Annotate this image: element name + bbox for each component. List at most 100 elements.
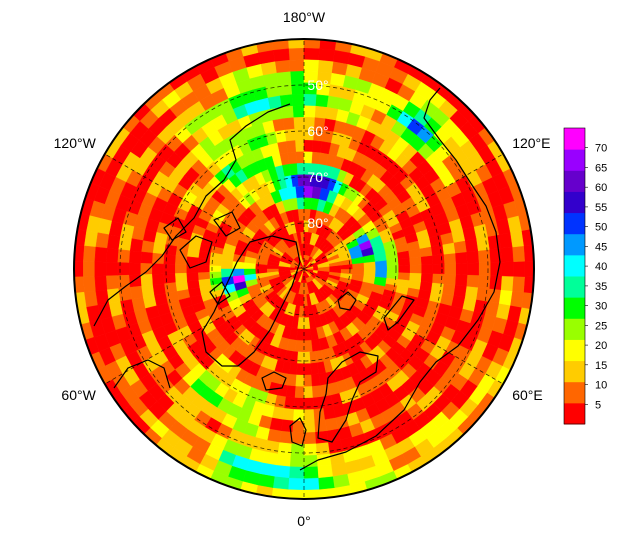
longitude-label: 180°W	[283, 9, 326, 25]
data-cell	[311, 151, 321, 165]
coastline-svalbard	[337, 291, 357, 311]
data-cell	[117, 274, 131, 289]
data-cell	[319, 39, 339, 40]
data-cell	[291, 93, 305, 107]
data-cell	[303, 408, 315, 422]
data-cell	[293, 397, 305, 410]
data-cell	[282, 117, 295, 131]
data-cell	[117, 262, 130, 276]
colorbar-tick-label: 10	[595, 380, 607, 392]
colorbar-bands	[564, 128, 585, 425]
data-cell	[303, 151, 313, 164]
colorbar-tick-label: 40	[595, 261, 607, 273]
colorbar: 5 10 15 20 25 30 35 40 45 50 55 60 65 70	[563, 127, 607, 425]
data-cell	[509, 230, 524, 248]
colorbar-band	[564, 149, 585, 171]
data-cell	[287, 25, 304, 37]
data-cell	[284, 396, 296, 410]
data-cell	[243, 262, 257, 270]
data-cell	[141, 284, 155, 298]
data-cell	[475, 236, 490, 251]
data-cell	[220, 260, 234, 270]
data-cell	[303, 351, 311, 364]
data-cell	[60, 261, 72, 278]
data-cell	[336, 39, 355, 43]
data-cell	[163, 273, 177, 284]
data-cell	[83, 276, 97, 293]
data-cell	[454, 251, 468, 264]
data-cell	[420, 255, 433, 266]
data-cell	[303, 477, 320, 491]
data-cell	[272, 405, 285, 420]
colorbar-band	[564, 402, 585, 425]
data-cell	[303, 59, 319, 72]
data-cell	[303, 185, 313, 199]
data-cell	[94, 275, 108, 292]
latitude-labels: 50° 60° 70° 80°	[307, 77, 328, 231]
coastline-greenland	[201, 235, 301, 367]
colorbar-band	[564, 254, 585, 277]
data-cell	[454, 274, 468, 287]
data-cell	[466, 250, 479, 264]
data-cell	[289, 362, 298, 375]
data-cell	[140, 251, 154, 264]
data-cell	[209, 258, 222, 267]
data-cell	[94, 261, 107, 277]
data-cell	[84, 230, 99, 248]
data-cell	[315, 430, 329, 444]
data-cell	[317, 59, 334, 74]
data-cell	[303, 431, 317, 445]
data-cell	[295, 185, 305, 199]
data-cell	[352, 492, 372, 499]
colorbar-band	[564, 318, 585, 340]
data-cell	[304, 501, 321, 513]
data-cell	[466, 274, 479, 288]
latitude-label: 80°	[307, 215, 328, 231]
data-cell	[253, 39, 272, 43]
data-cell	[487, 234, 501, 250]
data-cell	[444, 263, 456, 275]
data-cell	[94, 246, 108, 263]
data-cell	[175, 272, 188, 283]
data-cell	[532, 226, 534, 245]
colorbar-band	[564, 233, 585, 256]
coastline-novaya-zemlya	[383, 295, 415, 331]
data-cell	[455, 263, 468, 275]
colorbar-tick-label: 70	[595, 143, 607, 155]
data-cell	[273, 48, 290, 62]
data-cell	[287, 501, 304, 513]
data-cell	[129, 262, 142, 276]
map-border	[73, 38, 535, 500]
data-cell	[209, 265, 222, 273]
latitude-circle	[165, 130, 443, 408]
data-cell	[296, 162, 305, 176]
data-cell	[303, 374, 313, 387]
colorbar-tick-label: 35	[595, 281, 607, 293]
data-cell	[285, 384, 297, 398]
meridian-line	[104, 153, 305, 270]
data-cell	[288, 477, 305, 491]
data-cell	[297, 174, 305, 187]
data-cell	[408, 256, 422, 266]
data-cell	[303, 139, 314, 153]
data-cell	[129, 250, 142, 264]
data-cell	[267, 428, 282, 443]
data-cell	[274, 464, 291, 479]
colorbar-tick-label: 65	[595, 163, 607, 175]
data-cell	[117, 249, 131, 264]
data-cell	[276, 71, 292, 85]
data-cell	[420, 272, 433, 283]
colorbar-band	[564, 339, 585, 362]
latitude-label: 70°	[307, 169, 328, 185]
data-cell	[352, 39, 372, 46]
colorbar-tick-label: 25	[595, 320, 607, 332]
data-cell	[397, 272, 410, 281]
data-cell	[319, 498, 339, 499]
data-cell	[475, 287, 490, 302]
data-cell	[453, 284, 467, 298]
latitude-label: 50°	[307, 77, 328, 93]
data-cell	[74, 309, 79, 329]
data-cell	[419, 281, 433, 292]
data-cell	[409, 264, 422, 274]
